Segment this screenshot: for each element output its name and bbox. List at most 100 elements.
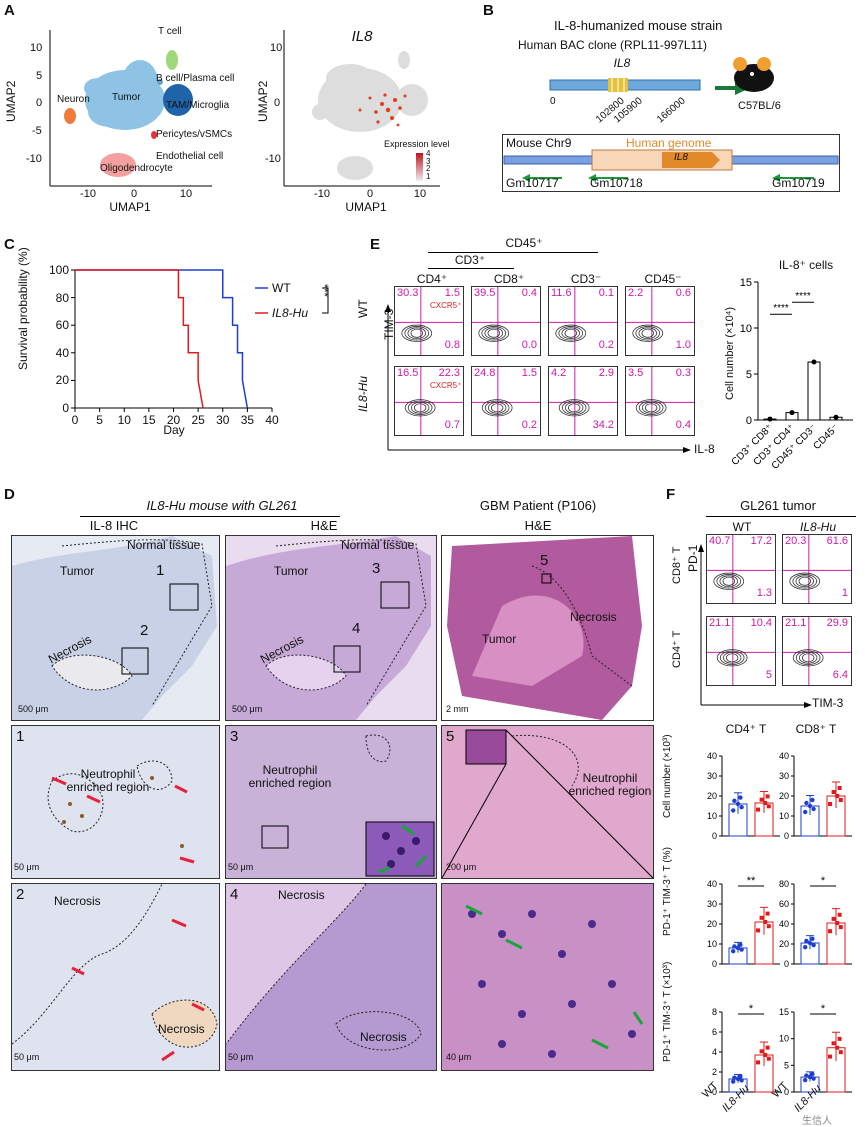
f-point [739, 1078, 744, 1083]
f-sig: ** [747, 875, 756, 887]
e-bar-ytick: 15 [740, 277, 752, 289]
f-point [738, 795, 743, 800]
f-point [804, 1073, 809, 1078]
d-normal-1: Normal tissue [127, 538, 201, 552]
e-bar-2 [807, 361, 821, 421]
f-ytick: 10 [707, 939, 717, 949]
f-point [731, 1079, 736, 1084]
b-chr: Mouse Chr9 [506, 136, 572, 150]
b-gene2: Gm10718 [590, 176, 643, 190]
e-bar-ytick: 10 [740, 323, 752, 335]
f-point [766, 924, 771, 929]
legend-wt: WT [272, 281, 291, 295]
f-flow-q1: 40.7 [709, 535, 731, 547]
f-point [803, 809, 808, 815]
survival-chart [71, 269, 329, 412]
z-4: 4 [230, 886, 239, 903]
f-flow-q1: 21.1 [709, 617, 731, 629]
d-scale-3: 2 mm [446, 704, 469, 714]
e-flow-plot [625, 366, 695, 436]
label-neuron: Neuron [57, 94, 90, 105]
e-bar-sig-1: **** [773, 303, 789, 314]
f-point [765, 911, 770, 916]
f-point [732, 1075, 737, 1080]
e-bar-point [767, 416, 773, 422]
panel-label-f: F [666, 486, 676, 503]
e-flow-plot [548, 286, 618, 356]
a-ytick: 5 [36, 70, 43, 82]
e-bar-sig-2: **** [795, 291, 811, 302]
panel-label-c: C [4, 236, 15, 253]
f-ytick: 60 [779, 899, 789, 909]
a2-ylabel: UMAP2 [256, 80, 270, 122]
e-col-label: CD4⁺ [416, 272, 448, 286]
f-ytick: 5 [784, 1060, 789, 1070]
e-bar-cat: CD45⁻ [812, 422, 842, 452]
c-sig: *** [318, 284, 330, 297]
d-necrosis-5: Necrosis [158, 1022, 205, 1036]
d-box-4: 4 [352, 620, 361, 637]
d-neut-5: Neutrophil enriched region [568, 771, 652, 798]
mouse-icon [733, 57, 774, 92]
f-point [803, 1077, 808, 1083]
f-point [838, 798, 843, 802]
f-ylabel-1: PD-1⁺ TIM-3⁺ T (%) [662, 847, 673, 936]
d-neut-1: Neutrophil enriched region [66, 767, 150, 794]
bac-diagram [549, 78, 750, 95]
f-ylabel-2: PD-1⁺ TIM-3⁺ T (×10³) [662, 961, 673, 1062]
f-sig: * [749, 1003, 754, 1015]
a2-xtick: 0 [366, 188, 374, 200]
e-flow-q4: 34.2 [592, 419, 614, 431]
f-point [810, 797, 815, 803]
d-title-pt: GBM Patient (P106) [479, 498, 597, 513]
e-flow-q4: 0.2 [521, 419, 537, 431]
cluster-oligo [100, 153, 136, 177]
c-xtick-label: 5 [96, 413, 103, 427]
f-point [807, 1074, 813, 1080]
f-ytick: 0 [712, 831, 717, 841]
f-point [837, 786, 842, 790]
z-5: 5 [446, 728, 455, 745]
c-ytick-label: 60 [55, 318, 69, 333]
chr-diagram [503, 149, 839, 182]
label-oligo: Oligodendrocyte [100, 163, 173, 174]
d-necrosis-6: Necrosis [278, 888, 325, 902]
e-row-wt: WT [356, 299, 370, 318]
c-xtick-label: 25 [191, 413, 205, 427]
e-flow-q2: 0.3 [675, 367, 691, 379]
d-scale-9: 40 μm [446, 1052, 472, 1062]
f-flow-plot [706, 534, 776, 604]
e-flow-plot [625, 286, 695, 356]
e-col-label: CD8⁺ [493, 272, 525, 286]
label-tumor: Tumor [112, 92, 141, 103]
f-flow-q2: 10.4 [750, 617, 772, 629]
f-ytick: 20 [779, 939, 789, 949]
f-flow-q2: 61.6 [826, 535, 848, 547]
e-flow-q2: 2.9 [598, 367, 614, 379]
f-title: GL261 tumor [740, 498, 816, 513]
c-xtick-label: 10 [117, 413, 131, 427]
a-ytick: -5 [32, 125, 42, 137]
e-bar-ytick: 5 [746, 369, 752, 381]
he-zoom-4 [225, 883, 437, 1071]
e-cd45-bar [428, 252, 598, 253]
e-flow-q1: 4.2 [551, 367, 567, 379]
watermark: 生信人 [802, 1116, 832, 1127]
label-tcell: T cell [158, 26, 182, 37]
f-point [732, 798, 737, 803]
f-point [756, 1060, 760, 1065]
e-flow-q1: 30.3 [397, 287, 419, 299]
legend-il8hu: IL8-Hu [272, 306, 309, 320]
series-wt [75, 269, 249, 409]
f-ytick: 30 [779, 771, 789, 781]
f-point [759, 1049, 764, 1054]
label-tam: TAM/Microglia [166, 100, 230, 111]
f-ytick: 80 [779, 879, 789, 889]
e-flow-q4: 1.0 [675, 339, 691, 351]
a-ytick: 10 [30, 42, 43, 54]
f-point [804, 938, 809, 944]
b-strain: C57BL/6 [738, 100, 781, 112]
f-ytick: 20 [707, 791, 717, 801]
label-endo: Endothelial cell [156, 151, 224, 162]
f-ytick: 20 [779, 791, 789, 801]
